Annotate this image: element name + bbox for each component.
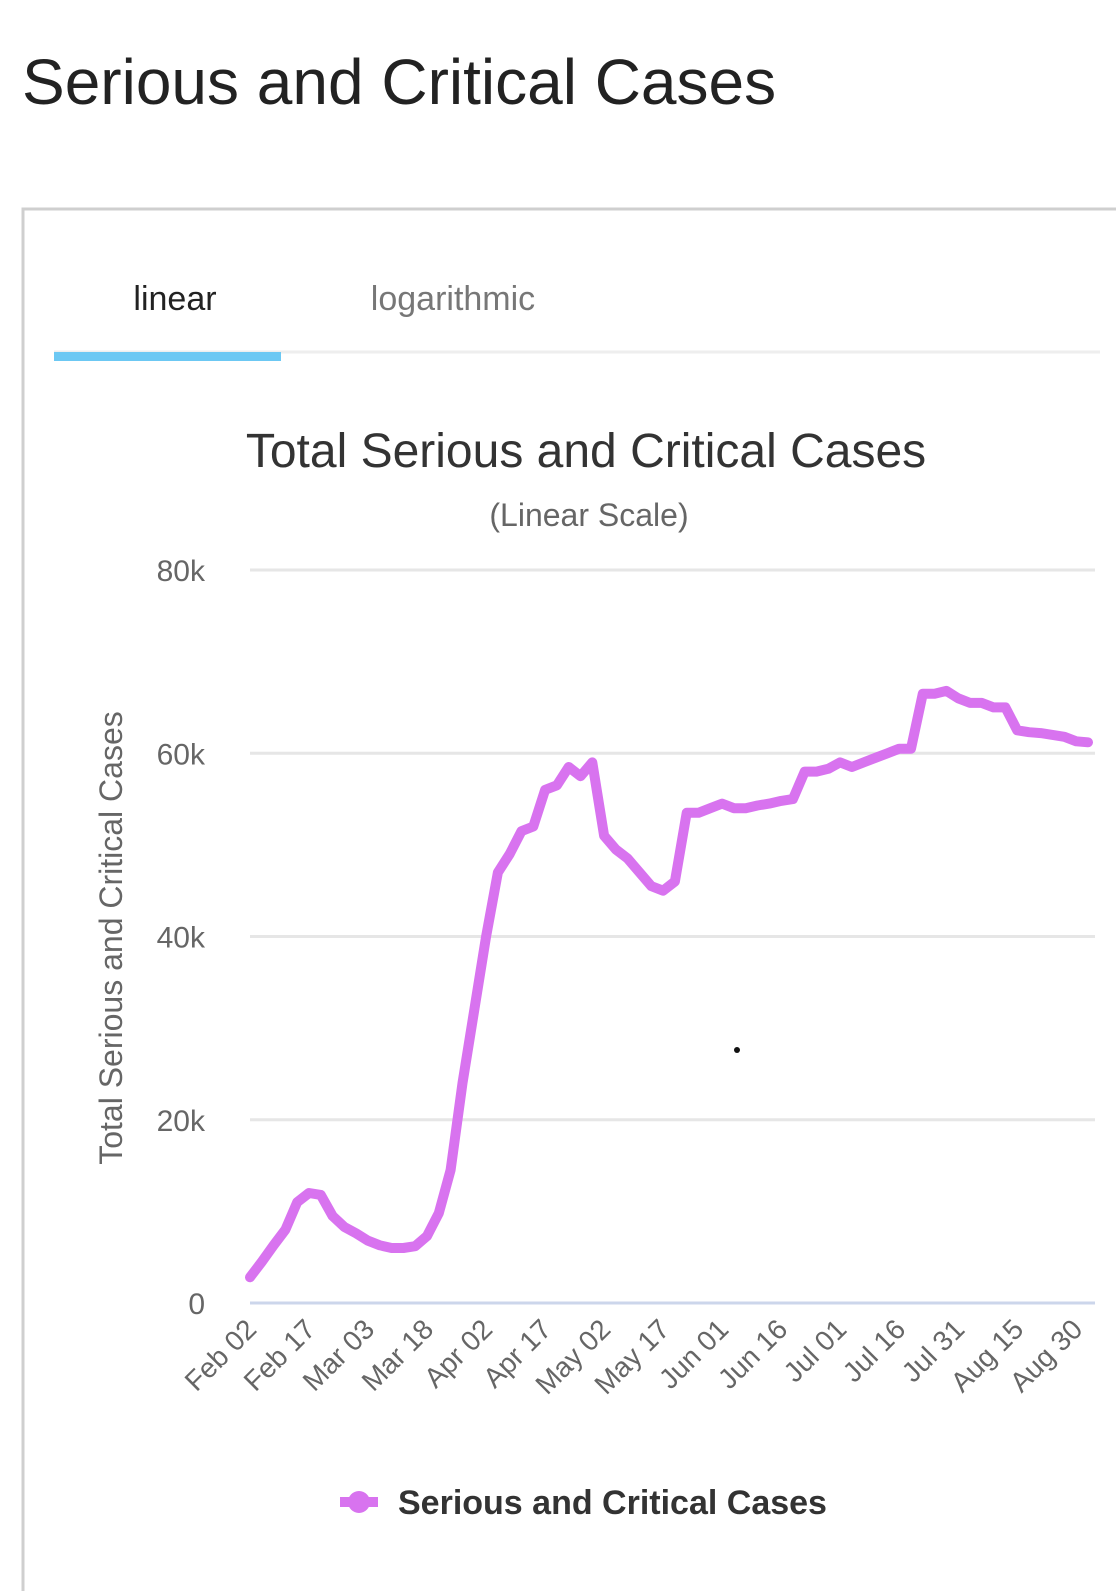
tab-linear[interactable]: linear <box>133 280 216 318</box>
dot <box>734 1047 740 1053</box>
legend-label: Serious and Critical Cases <box>398 1484 827 1522</box>
legend-marker <box>348 1491 370 1513</box>
y-tick-label: 20k <box>157 1105 206 1138</box>
y-tick-label: 40k <box>157 922 206 955</box>
page-heading: Serious and Critical Cases <box>22 46 776 118</box>
y-tick-label: 0 <box>188 1288 205 1321</box>
panel-border <box>21 207 1116 1591</box>
tab-indicator <box>54 352 281 361</box>
chart-subtitle: (Linear Scale) <box>489 497 688 533</box>
y-axis-label: Total Serious and Critical Cases <box>93 711 129 1165</box>
x-tick-label: Jul 16 <box>837 1313 912 1388</box>
y-tick-label: 80k <box>157 555 206 588</box>
chart-title: Total Serious and Critical Cases <box>246 425 926 478</box>
x-tick-label: Jul 01 <box>778 1313 853 1388</box>
series-line <box>245 685 1093 1283</box>
y-tick-label: 60k <box>157 738 206 771</box>
tab-logarithmic[interactable]: logarithmic <box>371 280 535 318</box>
